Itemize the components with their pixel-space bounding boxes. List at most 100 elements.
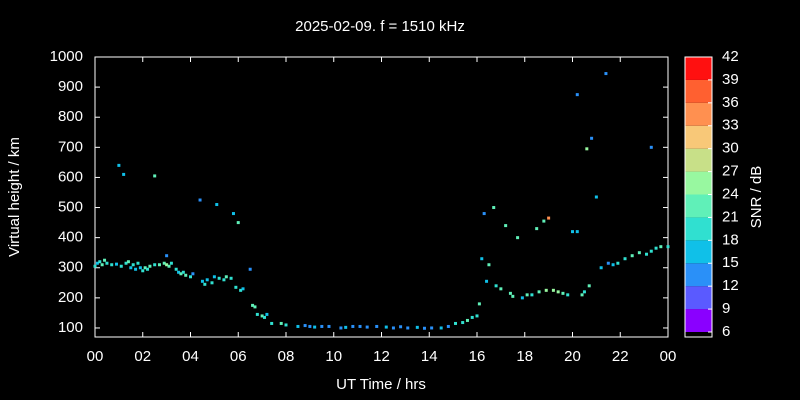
x-tick-label: 22 xyxy=(612,348,629,365)
x-tick-label: 02 xyxy=(134,348,151,365)
x-tick-label: 04 xyxy=(182,348,199,365)
y-tick-label: 900 xyxy=(58,78,83,95)
point xyxy=(422,326,426,330)
point xyxy=(270,321,274,325)
colorbar-tick-label: 42 xyxy=(722,48,739,65)
y-axis-label: Virtual height / km xyxy=(6,137,23,257)
point xyxy=(260,314,264,318)
point xyxy=(480,257,484,261)
colorbar-tick-label: 24 xyxy=(722,185,739,202)
point xyxy=(508,291,512,295)
point xyxy=(649,145,653,149)
point xyxy=(189,275,192,279)
point xyxy=(191,272,195,276)
point xyxy=(470,315,474,319)
point xyxy=(525,293,529,297)
point xyxy=(375,324,379,328)
point xyxy=(561,291,565,295)
point xyxy=(136,261,140,265)
point xyxy=(487,263,491,267)
x-tick-label: 00 xyxy=(87,348,104,365)
point xyxy=(255,312,259,316)
x-tick-label: 14 xyxy=(421,348,438,365)
colorbar-band xyxy=(685,148,712,172)
y-tick-label: 200 xyxy=(58,289,83,306)
point xyxy=(93,264,97,268)
point xyxy=(465,318,469,322)
colorbar-tick-label: 36 xyxy=(722,94,739,111)
point xyxy=(174,267,178,271)
point xyxy=(415,325,419,329)
point xyxy=(365,325,369,329)
point xyxy=(566,293,570,297)
point xyxy=(179,272,183,276)
point xyxy=(114,262,118,266)
point xyxy=(494,284,498,288)
point xyxy=(344,325,348,329)
point xyxy=(167,264,171,268)
colorbar-tick-label: 6 xyxy=(722,323,730,340)
point xyxy=(399,325,403,329)
colorbar-band xyxy=(685,309,712,332)
colorbar-tick-label: 30 xyxy=(722,140,739,157)
colorbar-band xyxy=(685,171,712,195)
point xyxy=(477,302,481,306)
point xyxy=(105,261,109,265)
x-tick-label: 10 xyxy=(325,348,342,365)
point xyxy=(580,293,584,297)
point xyxy=(645,252,649,256)
point xyxy=(124,261,128,265)
point xyxy=(537,290,541,294)
point xyxy=(134,267,138,271)
y-tick-label: 1000 xyxy=(50,48,83,65)
point xyxy=(198,198,202,202)
point xyxy=(623,257,627,261)
point xyxy=(384,325,388,329)
point xyxy=(630,254,634,258)
x-tick-label: 06 xyxy=(230,348,247,365)
point xyxy=(485,279,489,283)
point xyxy=(265,312,269,316)
point xyxy=(313,325,317,329)
point xyxy=(229,276,233,280)
point xyxy=(153,174,157,178)
point xyxy=(234,285,238,289)
point xyxy=(649,249,653,253)
x-axis-label: UT Time / hrs xyxy=(336,376,426,393)
point xyxy=(544,288,548,292)
point xyxy=(143,266,147,270)
point xyxy=(391,326,395,330)
x-tick-label: 00 xyxy=(660,348,677,365)
colorbar-band xyxy=(685,217,712,241)
point xyxy=(131,263,135,267)
point xyxy=(616,261,620,265)
point xyxy=(351,324,355,328)
point xyxy=(604,72,608,76)
point xyxy=(100,263,104,267)
y-tick-label: 700 xyxy=(58,138,83,155)
point xyxy=(492,206,496,210)
colorbar-band xyxy=(685,286,712,310)
point xyxy=(666,245,670,249)
point xyxy=(659,245,663,249)
point xyxy=(251,303,255,307)
point xyxy=(122,172,126,176)
point xyxy=(535,227,539,231)
point xyxy=(138,266,142,270)
point xyxy=(148,264,152,268)
y-tick-label: 800 xyxy=(58,108,83,125)
point xyxy=(205,278,209,282)
point xyxy=(222,278,226,282)
point xyxy=(430,326,434,330)
point xyxy=(582,290,586,294)
point xyxy=(162,261,166,265)
y-tick-label: 400 xyxy=(58,229,83,246)
point xyxy=(599,266,603,270)
point xyxy=(239,288,243,292)
x-tick-label: 08 xyxy=(278,348,295,365)
y-tick-label: 100 xyxy=(58,319,83,336)
colorbar-band xyxy=(685,102,712,126)
point xyxy=(611,263,615,267)
point xyxy=(556,290,560,294)
point xyxy=(181,270,185,274)
